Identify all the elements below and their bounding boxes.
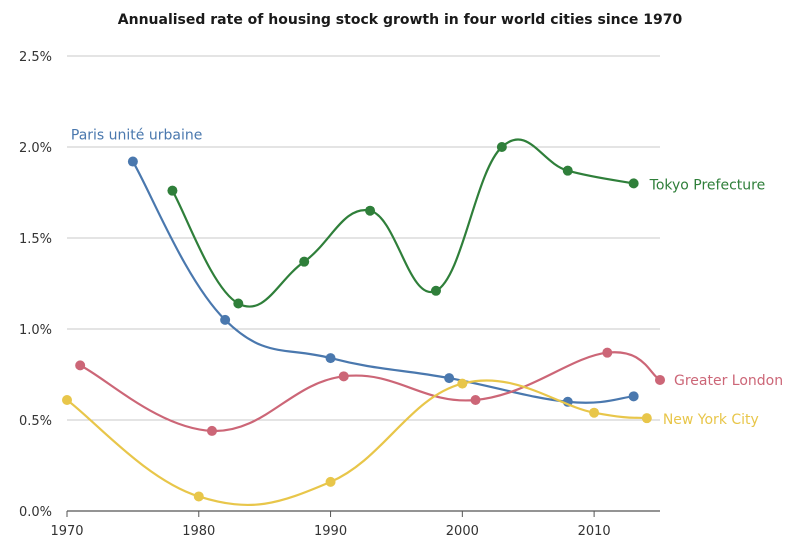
data-point [75,360,86,371]
x-tick-label: 1980 [182,524,215,539]
series-line: Greater London [75,347,783,436]
data-point [457,378,468,389]
data-point [470,394,481,405]
y-tick-label: 0.5% [19,414,52,429]
data-point [628,391,639,402]
x-axis-ticks: 1970 1980 1990 2000 2010 [50,511,611,539]
data-point [325,476,336,487]
y-tick-label: 1.5% [19,232,52,247]
series-line: New York City [62,378,759,507]
grid-lines [67,55,660,512]
data-point [589,407,600,418]
data-point [444,373,455,384]
x-tick-label: 2010 [578,524,611,539]
series-label: Greater London [674,373,783,389]
data-point [602,347,613,358]
data-point [127,156,138,167]
data-point [496,142,507,152]
series-line: Tokyo Prefecture [167,138,766,309]
data-point [562,165,573,176]
series-label: Tokyo Prefecture [649,177,766,193]
x-tick-label: 2000 [446,524,479,539]
series-path [131,161,634,404]
data-point [220,314,231,325]
data-point [628,178,639,189]
series-label: Paris unité urbaine [71,128,202,144]
series-line: Paris unité urbaine [71,128,639,407]
data-point [193,491,204,502]
series-label: New York City [663,412,759,428]
y-axis-ticks: 0.0% 0.5% 1.0% 1.5% 2.0% 2.5% [19,50,52,520]
data-point [233,298,244,309]
y-tick-label: 2.5% [19,50,52,65]
chart-title: Annualised rate of housing stock growth … [118,12,683,28]
data-point [641,413,652,424]
data-point [167,185,178,196]
data-point [338,371,349,382]
data-point [206,425,217,436]
series-path [66,379,647,507]
data-point [655,374,665,385]
series-path [171,138,634,308]
y-tick-label: 1.0% [19,323,52,338]
y-tick-label: 2.0% [19,141,52,156]
data-point [365,205,376,216]
data-point [430,285,441,296]
series-group: Paris unité urbaine Tokyo Prefecture Great… [62,128,783,507]
y-tick-label: 0.0% [19,505,52,520]
x-tick-label: 1990 [314,524,347,539]
data-point [325,353,336,364]
data-point [299,256,310,267]
series-path [79,351,661,433]
x-tick-label: 1970 [50,524,83,539]
data-point [62,394,72,405]
